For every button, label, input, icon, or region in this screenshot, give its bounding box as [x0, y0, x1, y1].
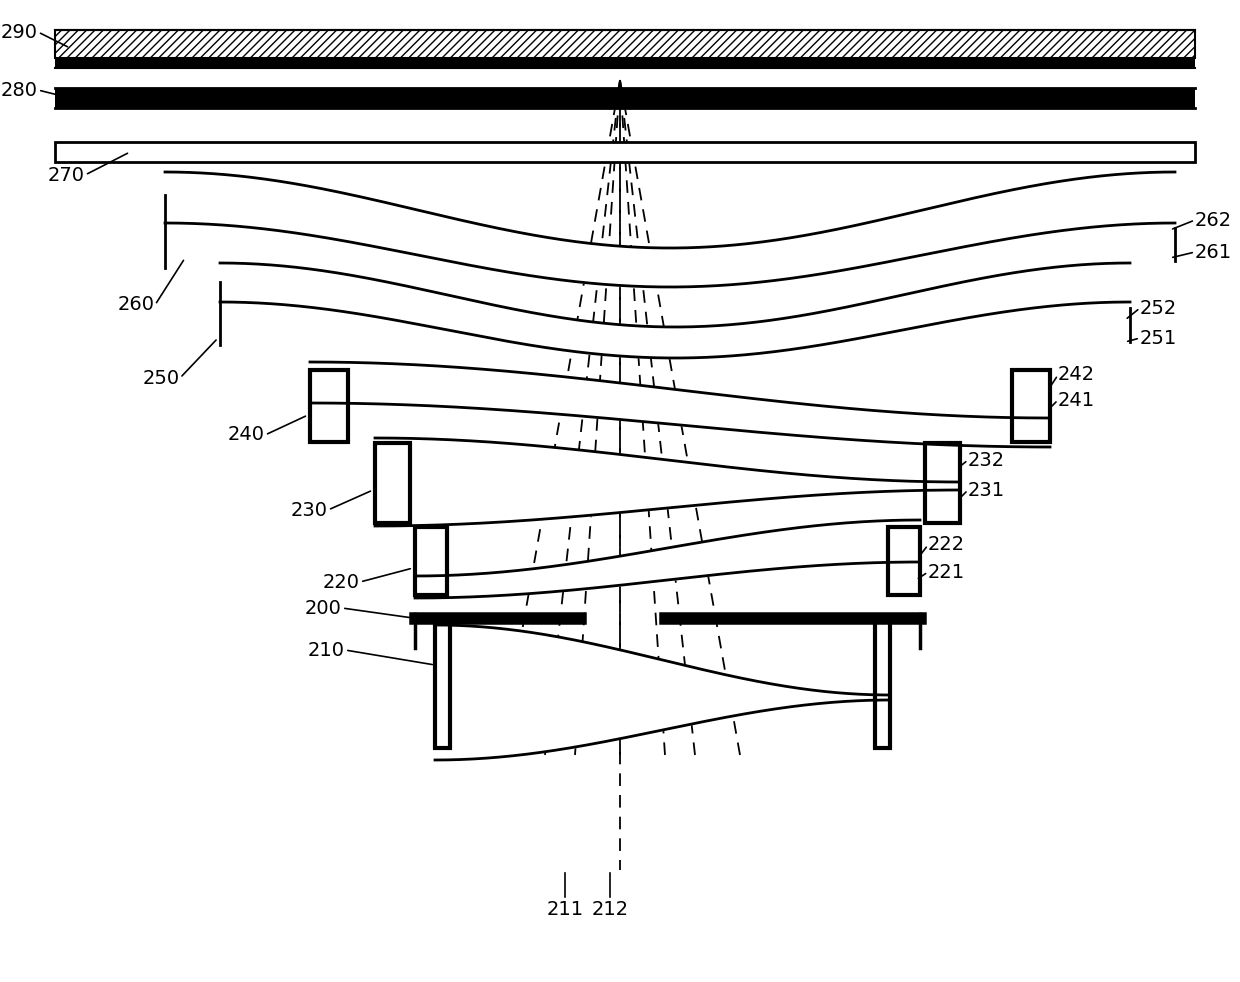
Text: 231: 231: [968, 480, 1006, 500]
Bar: [374, 443, 410, 523]
Text: 290: 290: [1, 23, 38, 41]
Bar: [55, 88, 1195, 108]
Bar: [415, 527, 446, 595]
Text: 230: 230: [291, 501, 329, 519]
Bar: [1012, 370, 1050, 442]
Text: 252: 252: [1140, 299, 1177, 317]
Bar: [55, 30, 1195, 58]
Text: 222: 222: [928, 535, 965, 555]
Text: 242: 242: [1058, 365, 1095, 385]
Bar: [415, 527, 446, 595]
Bar: [925, 443, 960, 523]
Bar: [55, 88, 1195, 108]
Bar: [374, 443, 410, 523]
Text: 240: 240: [228, 425, 265, 445]
Bar: [435, 618, 450, 748]
Text: 280: 280: [1, 81, 38, 99]
Text: 210: 210: [308, 640, 345, 660]
Text: 220: 220: [322, 573, 360, 591]
Text: 250: 250: [143, 368, 180, 388]
Text: 241: 241: [1058, 391, 1095, 409]
Text: 211: 211: [547, 900, 584, 919]
Bar: [55, 142, 1195, 162]
Text: 262: 262: [1195, 210, 1233, 230]
Text: 270: 270: [48, 166, 86, 185]
Text: 212: 212: [591, 900, 629, 919]
Text: 260: 260: [118, 296, 155, 314]
Bar: [888, 527, 920, 595]
Bar: [310, 370, 348, 442]
Text: 261: 261: [1195, 243, 1233, 261]
Text: 221: 221: [928, 563, 965, 581]
Bar: [55, 58, 1195, 68]
Bar: [888, 527, 920, 595]
Bar: [875, 618, 890, 748]
Bar: [875, 618, 890, 748]
Bar: [435, 618, 450, 748]
Text: 200: 200: [305, 598, 342, 618]
Bar: [310, 370, 348, 442]
Bar: [55, 142, 1195, 162]
Bar: [1012, 370, 1050, 442]
Bar: [925, 443, 960, 523]
Text: 232: 232: [968, 451, 1006, 469]
Text: 251: 251: [1140, 329, 1177, 348]
